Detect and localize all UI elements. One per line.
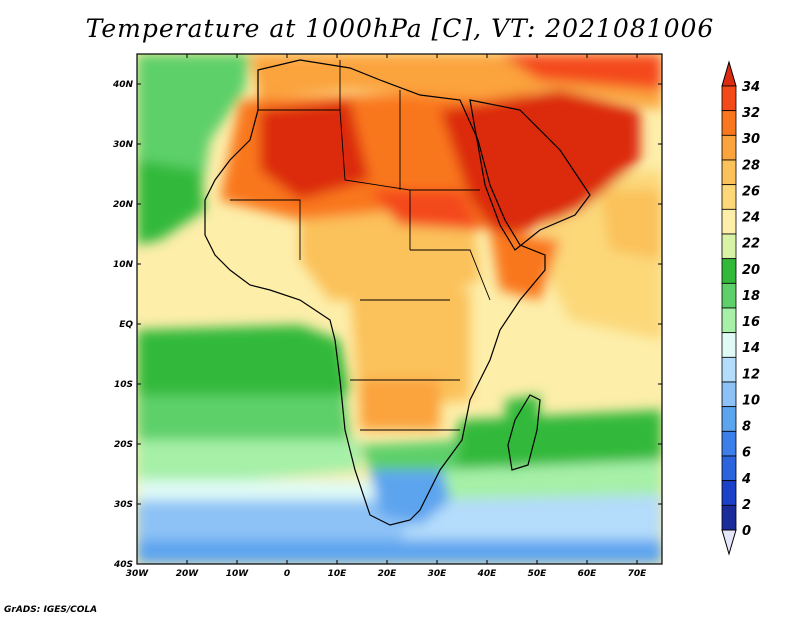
colorbar-label: 34 [742,80,760,95]
colorbar-label: 30 [742,132,760,147]
lat-label: 20S [114,440,133,450]
coastline [204,59,546,526]
lon-label: 10W [226,569,250,579]
colorbar-label: 4 [741,472,751,487]
lat-label: 40N [112,80,134,90]
colorbar-label: 32 [742,106,760,121]
lat-label: 40S [113,560,133,570]
lat-label: 10S [114,380,133,390]
colorbar-label: 28 [742,158,760,173]
colorbar-label: 6 [742,446,751,461]
credit-label: GrADS: IGES/COLA [4,605,97,615]
lat-label: 30N [113,140,134,150]
lon-label: 30W [126,569,150,579]
colorbar-swatch [721,282,737,309]
longitude-labels: 30W 20W 10W 0 10E 20E 30E 40E 50E 60E 70E [126,54,647,579]
colorbar-swatch [721,110,737,136]
lat-label: 20N [113,200,134,210]
colorbar-swatch [721,332,737,358]
latitude-labels: 40N 30N 20N 10N EQ 10S 20S 30S 40S [112,80,662,570]
colorbar-label: 14 [742,341,760,356]
colorbar-label: 10 [742,393,760,408]
lon-label: 10E [328,569,348,579]
colorbar-label: 8 [742,420,751,435]
lon-label: 0 [284,569,290,579]
colorbar-label: 16 [742,315,760,330]
lat-label: EQ [119,320,133,330]
lon-label: 30E [428,569,448,579]
lon-label: 20E [378,569,398,579]
colorbar-swatch [721,208,737,235]
colorbar-over-triangle [721,60,737,87]
map-frame [136,53,663,565]
lon-label: 60E [578,569,598,579]
lon-label: 70E [628,569,648,579]
colorbar-swatch [721,307,737,334]
lat-label: 10N [113,260,134,270]
lon-label: 50E [528,569,548,579]
colorbar-swatch [721,258,737,284]
arabia-outline [469,99,591,251]
colorbar-label: 18 [742,289,760,304]
colorbar-label: 2 [742,498,751,513]
lon-label: 40E [477,569,498,579]
lon-label: 20W [176,569,200,579]
colorbar-swatch [721,356,737,383]
colorbar-label: 12 [742,367,760,382]
colorbar-swatch [721,480,737,506]
colorbar-swatch [721,134,737,161]
colorbar-label: 20 [742,263,760,278]
country-borders [230,60,491,431]
colorbar-swatch [721,455,737,482]
colorbar-swatch [721,159,737,186]
madagascar-outline [507,394,541,471]
lat-label: 30S [114,500,133,510]
colorbar-label: 22 [742,237,760,252]
colorbar-label: 26 [742,184,760,199]
colorbar-swatch [721,406,737,432]
map-title: Temperature at 1000hPa [C], VT: 20210810… [85,14,715,43]
colorbar-label: 0 [742,524,751,539]
colorbar-label: 24 [742,211,760,226]
colorbar-swatch [721,184,737,210]
colorbar-swatch [721,430,737,457]
colorbar-swatch [721,381,737,408]
colorbar-swatch [721,504,737,531]
colorbar-swatch [721,233,737,260]
colorbar-under-triangle [721,529,737,556]
temperature-field [137,54,662,564]
colorbar-swatch [721,85,737,112]
